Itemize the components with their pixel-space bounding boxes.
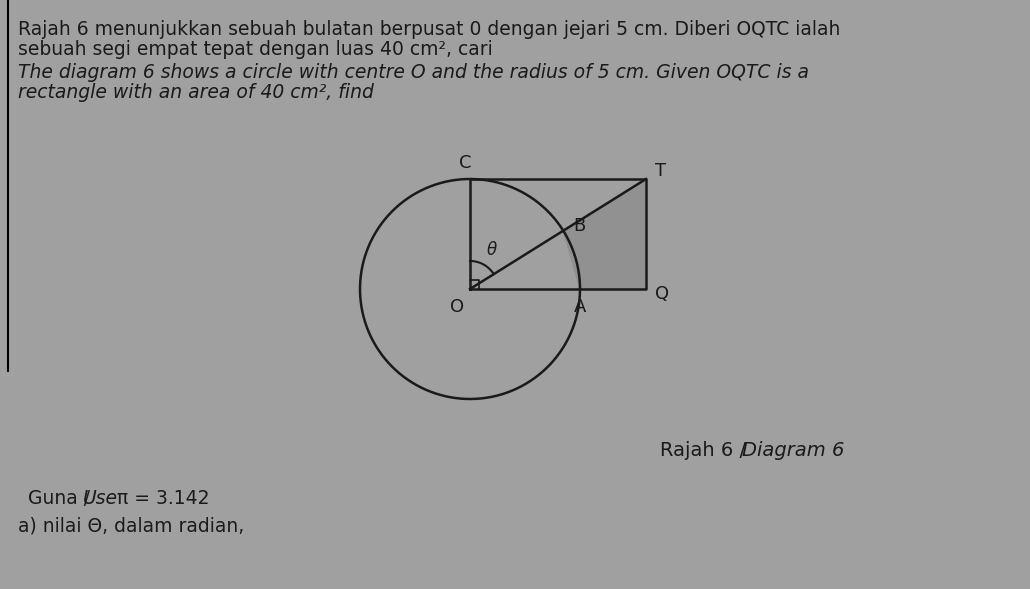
Text: Guna /: Guna / (28, 489, 96, 508)
Text: T: T (655, 162, 666, 180)
Text: Use: Use (83, 489, 118, 508)
Text: Rajah 6 /: Rajah 6 / (660, 441, 752, 460)
Text: O: O (450, 298, 465, 316)
Text: C: C (458, 154, 472, 172)
Polygon shape (563, 179, 646, 289)
Text: The diagram 6 shows a circle with centre O and the radius of 5 cm. Given OQTC is: The diagram 6 shows a circle with centre… (18, 63, 809, 82)
Text: sebuah segi empat tepat dengan luas 40 cm², cari: sebuah segi empat tepat dengan luas 40 c… (18, 40, 492, 59)
Text: B: B (573, 217, 585, 234)
Text: Rajah 6 menunjukkan sebuah bulatan berpusat 0 dengan jejari 5 cm. Diberi OQTC ia: Rajah 6 menunjukkan sebuah bulatan berpu… (18, 20, 840, 39)
Text: Q: Q (655, 285, 670, 303)
Text: π = 3.142: π = 3.142 (111, 489, 209, 508)
Text: A: A (574, 298, 586, 316)
Text: a) nilai Θ, dalam radian,: a) nilai Θ, dalam radian, (18, 517, 244, 536)
Text: rectangle with an area of 40 cm², find: rectangle with an area of 40 cm², find (18, 83, 374, 102)
Text: Diagram 6: Diagram 6 (742, 441, 845, 460)
Text: θ: θ (487, 241, 496, 259)
